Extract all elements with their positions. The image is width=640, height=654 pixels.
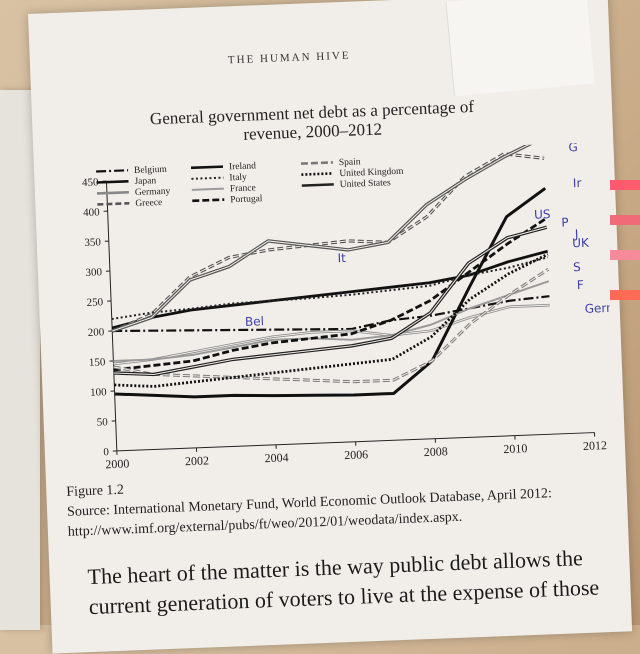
handwritten-label: Germany — [584, 300, 615, 316]
legend-swatch — [301, 162, 333, 163]
handwritten-label: US — [534, 207, 551, 222]
legend-swatch — [97, 192, 129, 193]
x-tick-label: 2006 — [344, 447, 369, 462]
sticky-flag — [610, 180, 640, 190]
running-head: THE HUMAN HIVE — [228, 50, 351, 67]
handwritten-label: P — [561, 215, 569, 229]
chart-plot — [105, 142, 552, 404]
x-tick-label: 2004 — [264, 450, 289, 465]
x-tick-label: 2008 — [424, 444, 449, 459]
legend-swatch — [192, 189, 224, 190]
x-tick-label: 2010 — [503, 441, 528, 456]
x-tick-label: 2000 — [105, 456, 130, 471]
handwritten-label: G — [568, 142, 578, 154]
handwritten-label: Bel — [245, 314, 264, 329]
series-line-italy — [110, 257, 550, 319]
y-tick-label: 300 — [85, 266, 102, 279]
legend-swatch — [96, 170, 128, 171]
book-page: THE HUMAN HIVE General government net de… — [28, 0, 632, 654]
legend-label: Spain — [339, 157, 361, 168]
legend-label: United States — [340, 178, 392, 190]
legend-swatch — [192, 200, 224, 201]
legend-swatch — [97, 181, 129, 182]
y-tick-label: 250 — [86, 296, 103, 309]
folded-note-tab — [445, 0, 594, 96]
handwritten-label: It — [337, 251, 346, 265]
legend-label: Ireland — [229, 161, 257, 172]
y-tick-label: 150 — [89, 356, 106, 369]
handwritten-label: Ir — [573, 176, 582, 190]
legend-label: Japan — [134, 176, 156, 187]
chart-title: General government net debt as a percent… — [132, 96, 493, 148]
y-tick-label: 350 — [84, 236, 101, 249]
handwritten-label: UK — [572, 236, 590, 251]
handwritten-label: S — [573, 260, 581, 274]
legend-label: Belgium — [134, 165, 168, 176]
legend-swatch — [302, 184, 334, 185]
handwritten-label: F — [577, 278, 585, 292]
legend-swatch — [191, 167, 223, 168]
legend-swatch — [191, 178, 223, 179]
y-tick-label: 50 — [97, 416, 109, 428]
legend-swatch — [301, 173, 333, 174]
legend-label: France — [230, 183, 256, 194]
legend-label: Greece — [135, 198, 162, 209]
legend-label: Italy — [229, 173, 247, 184]
y-tick-label: 400 — [83, 206, 100, 219]
legend-label: Portugal — [230, 194, 263, 205]
sticky-flag — [610, 250, 640, 260]
x-tick-label: 2012 — [583, 438, 608, 453]
x-tick-label: 2002 — [185, 453, 210, 468]
series-line-united-kingdom — [110, 254, 552, 388]
y-tick-label: 200 — [88, 326, 105, 339]
legend-label: United Kingdom — [339, 167, 404, 179]
legend-swatch — [97, 203, 129, 204]
sticky-flag — [610, 290, 640, 300]
legend-label: Germany — [135, 187, 171, 198]
y-tick-label: 100 — [90, 386, 107, 399]
y-axis — [106, 181, 116, 451]
body-paragraph: The heart of the matter is the way publi… — [87, 541, 640, 622]
sticky-flag — [610, 215, 640, 225]
